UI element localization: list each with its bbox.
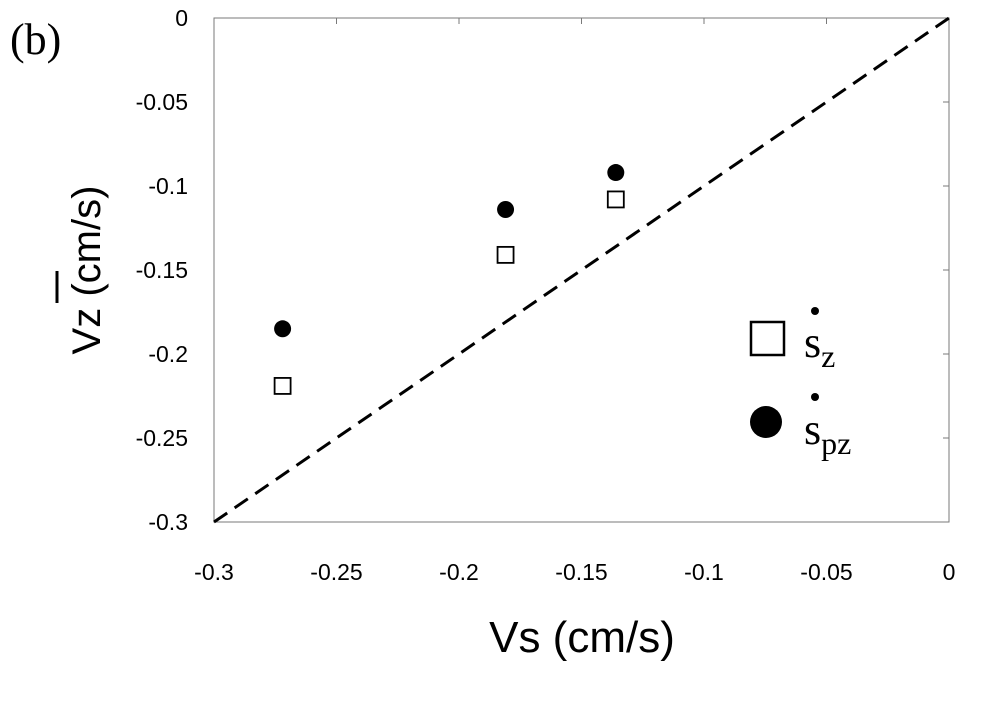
y-tick-label: -0.05	[136, 89, 188, 115]
x-tick-label: -0.15	[555, 559, 607, 585]
x-tick-label: -0.05	[800, 559, 852, 585]
y-tick-label: -0.1	[148, 173, 188, 199]
x-tick-label: 0	[943, 559, 956, 585]
x-tick-label: -0.1	[684, 559, 724, 585]
y-tick-label: -0.3	[148, 509, 188, 535]
legend-label-s-z: sz	[804, 318, 835, 374]
x-axis-label: Vs (cm/s)	[489, 613, 675, 662]
y-axis-label: Vz (cm/s)	[65, 186, 109, 355]
y-tick-label: -0.25	[136, 425, 188, 451]
x-tick-label: -0.2	[439, 559, 479, 585]
point-s_pz	[497, 201, 515, 219]
legend: sz spz	[749, 307, 851, 461]
point-s_z	[496, 245, 515, 264]
x-tick-label: -0.3	[194, 559, 234, 585]
legend-s-dot-1	[811, 307, 819, 315]
point-s_z	[606, 190, 625, 209]
y-tick-label: -0.2	[148, 341, 188, 367]
x-tick-labels: -0.3 -0.25 -0.2 -0.15 -0.1 -0.05 0	[194, 559, 955, 585]
y-tick-label: 0	[175, 5, 188, 31]
x-tick-label: -0.25	[310, 559, 362, 585]
data-points	[273, 164, 625, 395]
y-axis-label-group: Vz (cm/s)	[65, 186, 109, 355]
y-tick-label: -0.15	[136, 257, 188, 283]
point-s_pz	[607, 164, 625, 182]
legend-s-dot-2	[811, 393, 819, 401]
point-s_z	[273, 377, 292, 395]
y-tick-labels: 0 -0.05 -0.1 -0.15 -0.2 -0.25 -0.3	[136, 5, 188, 535]
panel-label: (b)	[10, 15, 61, 64]
legend-label-s-pz: spz	[804, 405, 851, 461]
plot-axes	[213, 17, 950, 523]
legend-square-marker	[749, 320, 786, 357]
point-s_pz	[274, 320, 292, 338]
legend-circle-marker	[750, 406, 782, 438]
